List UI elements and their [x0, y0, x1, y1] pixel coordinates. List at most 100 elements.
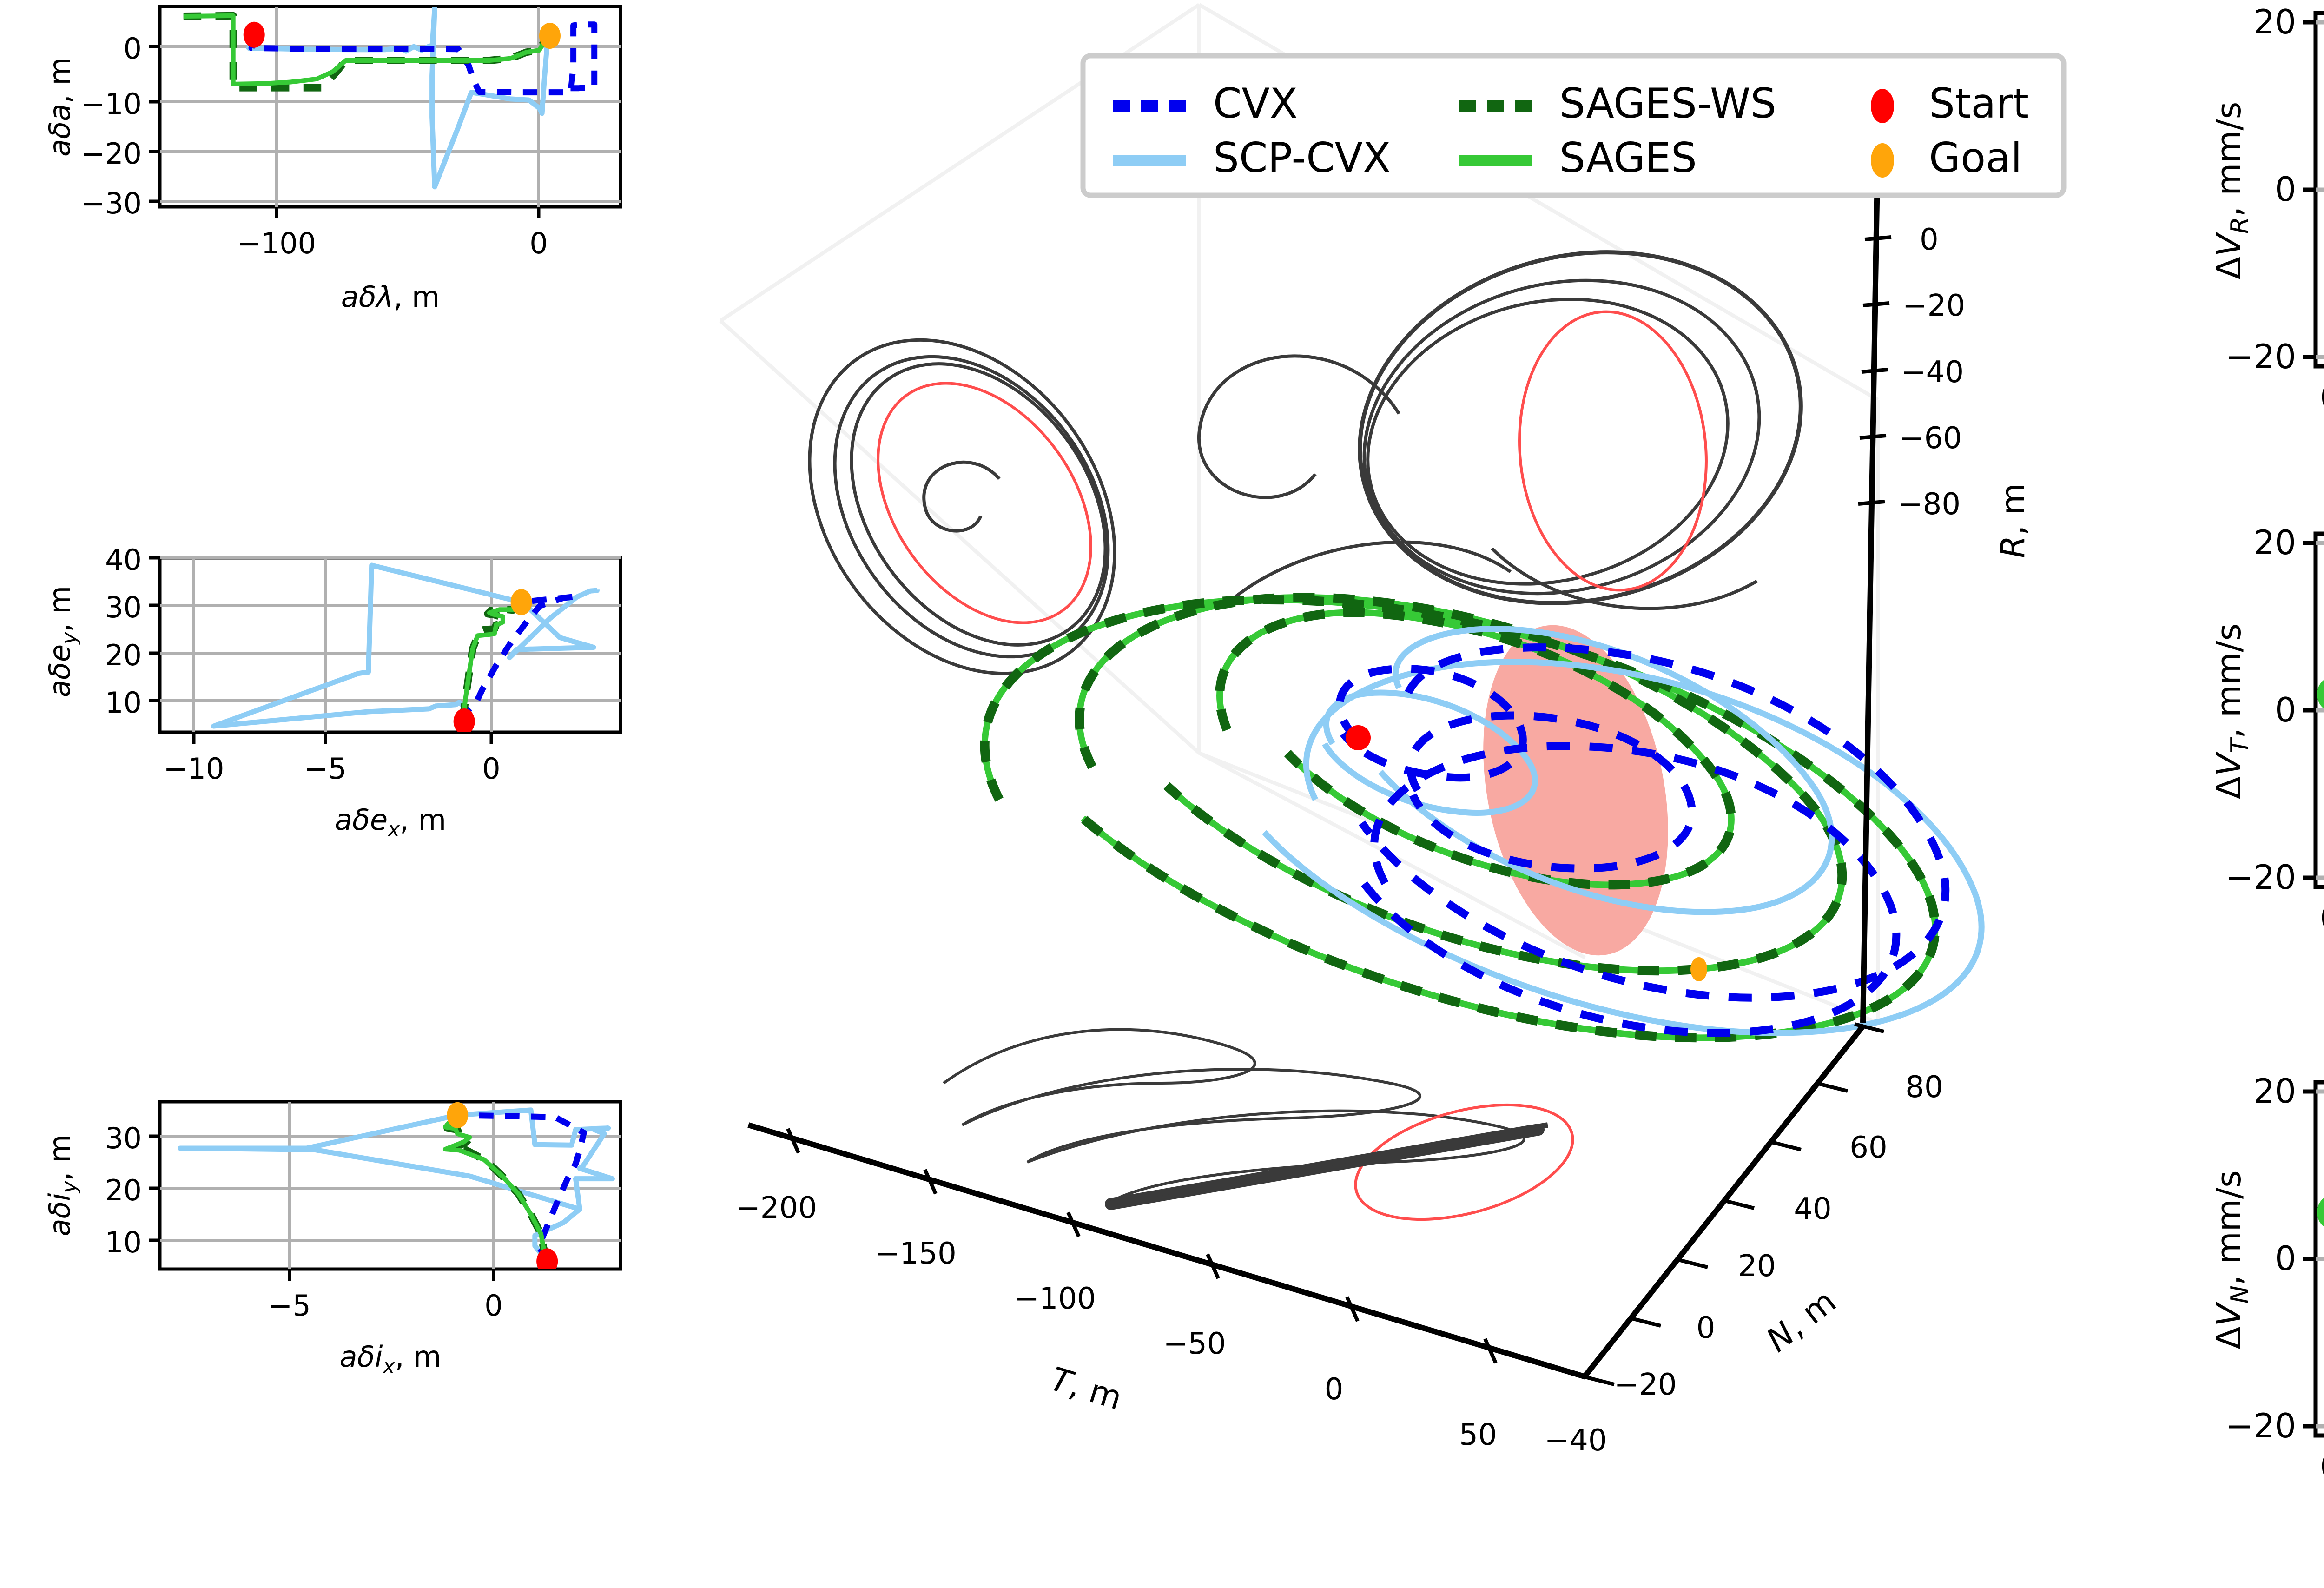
xtick-0: 0 — [2320, 899, 2324, 938]
xtick-0: 0 — [2320, 1447, 2324, 1486]
xtick-0: 0 — [484, 1289, 502, 1323]
legend-label-start: Start — [1929, 79, 2029, 127]
series-sages — [183, 13, 550, 86]
ytick-10: 10 — [105, 1225, 142, 1259]
traj-sages-ws-3d — [980, 592, 1940, 1043]
ylabel-N: N, m — [1759, 1282, 1843, 1359]
series-cvx — [461, 593, 580, 723]
legend-label-goal: Goal — [1929, 134, 2022, 182]
axis-title-dv-t: ΔVT, mm/s Time, orbit — [2209, 623, 2254, 799]
marker-goal — [539, 22, 561, 49]
xlabel-ade-ix: aδix, m — [339, 1340, 441, 1378]
marker-goal — [510, 589, 532, 615]
ylabel-ade-ey: aδey, m — [43, 586, 81, 697]
xlabel-T: T, m — [1046, 1360, 1127, 1417]
ticklabels-dv-n: 20 0 −20 0 1 2 3 4 5 — [2225, 1072, 2324, 1486]
axis-N: −40 −20 0 20 40 60 80 N, m — [1544, 1022, 1943, 1458]
legend-label-sages: SAGES — [1559, 134, 1697, 182]
data-ade-ix-iy — [178, 1102, 615, 1269]
panel-ade-a-lambda: 0 −10 −20 −30 −100 0 aδa, m aδλ, m — [0, 0, 674, 502]
ticklabels-ade-e: 40 30 20 10 −10 −5 0 — [105, 543, 501, 786]
ytick-20: 20 — [105, 638, 142, 672]
xtick-0: 0 — [529, 226, 548, 260]
ticklabels-ade-a: 0 −10 −20 −30 −100 0 — [81, 32, 548, 260]
ztick-m80: −80 — [1898, 487, 1961, 522]
ytick-0: 0 — [2275, 170, 2296, 209]
ttick-m50: −50 — [1163, 1327, 1226, 1361]
data-dv-n — [2317, 1198, 2324, 1227]
ntick-20: 20 — [1738, 1249, 1776, 1284]
legend-swatch-goal — [1871, 143, 1894, 178]
projection-curves-back — [808, 250, 1803, 675]
marker-goal — [447, 1102, 469, 1128]
series-scp-cvx — [178, 1107, 615, 1263]
series-sages — [442, 1113, 549, 1262]
ntick-m20: −20 — [1614, 1368, 1677, 1402]
ylabel-dv-r: ΔVR, mm/s — [2209, 102, 2254, 280]
axis-title-ade-a: aδa, m aδλ, m — [43, 57, 440, 314]
series-scp-cvx — [211, 562, 600, 729]
ytick-m20: −20 — [81, 137, 142, 171]
ytick-m10: −10 — [81, 87, 142, 121]
axes-frame-ade-e — [149, 556, 622, 744]
data-ade-a-lambda — [183, 7, 598, 190]
panel-ade-ex-ey: 40 30 20 10 −10 −5 0 aδey, m aδex, m — [0, 502, 674, 1041]
panel-dv-r: 20 0 −20 0 1 2 3 4 5 ΔVR, mm/s Time, orb… — [2208, 0, 2324, 502]
xtick-m100: −100 — [237, 226, 316, 260]
ytick-m20: −20 — [2225, 858, 2296, 897]
ytick-20: 20 — [2253, 2, 2296, 41]
axes-frame-dv-r — [2303, 11, 2324, 369]
marker-start — [453, 708, 475, 732]
ytick-10: 10 — [105, 686, 142, 720]
legend-swatch-start — [1871, 89, 1894, 123]
ytick-30: 30 — [105, 590, 142, 624]
ztick-0: 0 — [1920, 223, 1939, 257]
marker-start-3d — [1346, 725, 1371, 750]
ytick-0: 0 — [124, 32, 142, 66]
ticklabels-dv-r: 20 0 −20 0 1 2 3 4 5 — [2225, 2, 2324, 417]
axes-frame-dv-t — [2303, 531, 2324, 889]
data-dv-t — [2317, 680, 2324, 709]
marker-circle — [2317, 680, 2324, 709]
series-sages — [462, 600, 523, 721]
ticklabels-dv-t: 20 0 −20 0 1 2 3 4 5 — [2225, 523, 2324, 938]
ntick-40: 40 — [1794, 1192, 1831, 1226]
panel-dv-t: 20 0 −20 0 1 2 3 4 5 ΔVT, mm/s Time, orb… — [2208, 521, 2324, 1032]
ytick-0: 0 — [2275, 690, 2296, 729]
ttick-m100: −100 — [1014, 1282, 1096, 1316]
panel-ade-ix-iy: 30 20 10 −5 0 aδiy, m aδix, m — [0, 1041, 674, 1588]
marker-circle — [2317, 1198, 2324, 1227]
ttick-50: 50 — [1459, 1418, 1497, 1452]
ntick-60: 60 — [1849, 1131, 1887, 1165]
ytick-30: 30 — [105, 1121, 142, 1155]
ytick-m20: −20 — [2225, 1406, 2296, 1445]
panel-trajectory-3d: 40 20 0 −20 −40 −60 −80 R, m — [674, 0, 2208, 1588]
ntick-m40: −40 — [1544, 1423, 1607, 1458]
data-ade-ex-ey — [211, 562, 600, 732]
ticklabels-ade-i: 30 20 10 −5 0 — [105, 1121, 503, 1323]
legend-label-sages-ws: SAGES-WS — [1559, 79, 1776, 127]
xtick-m5: −5 — [304, 752, 346, 786]
ztick-m40: −40 — [1901, 355, 1964, 390]
legend-label-cvx: CVX — [1213, 79, 1298, 127]
marker-start — [243, 21, 265, 48]
ytick-20: 20 — [2253, 1072, 2296, 1111]
ylabel-dv-n: ΔVN, mm/s — [2209, 1170, 2254, 1349]
legend-box: CVX SCP-CVX SAGES-WS SAGES Start Goal — [1078, 51, 2068, 205]
axes-frame-dv-n — [2303, 1080, 2324, 1438]
panel-dv-n: 20 0 −20 0 1 2 3 4 5 ΔVN, mm/s Time, orb… — [2208, 1069, 2324, 1588]
ytick-20: 20 — [2253, 523, 2296, 562]
ntick-80: 80 — [1905, 1070, 1943, 1105]
marker-start — [536, 1248, 558, 1269]
xlabel-ade-lambda: aδλ, m — [341, 280, 440, 314]
legend-frame — [1080, 53, 2067, 198]
traj-cvx-3d — [1335, 643, 1950, 1037]
ytick-20: 20 — [105, 1173, 142, 1207]
ntick-0: 0 — [1697, 1311, 1716, 1345]
xtick-m5: −5 — [268, 1289, 310, 1323]
legend-label-scp-cvx: SCP-CVX — [1213, 134, 1391, 182]
ytick-0: 0 — [2275, 1239, 2296, 1278]
ylabel-ade-iy: aδiy, m — [43, 1134, 81, 1236]
marker-goal-3d — [1690, 957, 1707, 981]
